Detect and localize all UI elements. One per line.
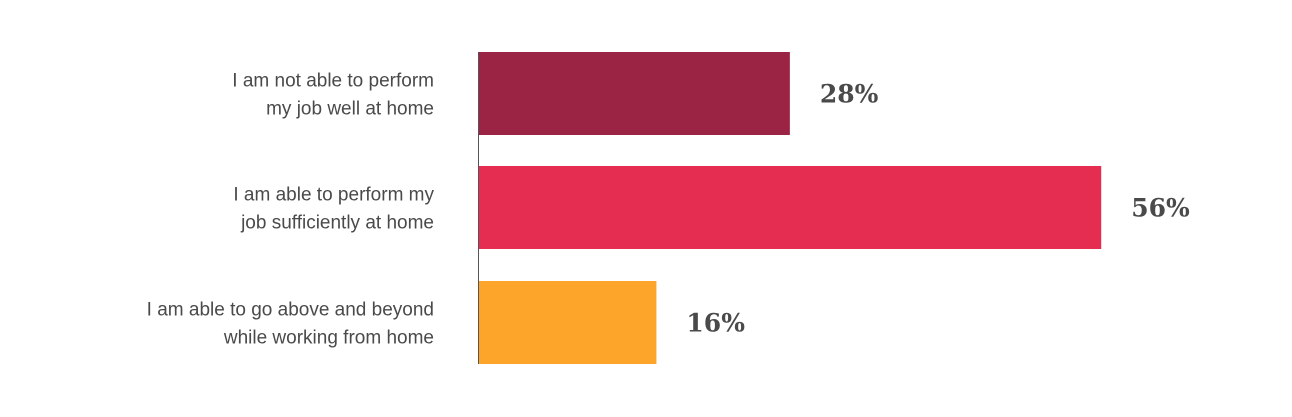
bars-layer [478,52,1102,364]
category-label-0-line-1: my job well at home [266,99,434,120]
category-label-2-line-1: while working from home [223,328,434,349]
labels-layer: 28% I am not able to perform my job well a… [147,71,1190,349]
value-label-2: 16% [686,309,745,338]
category-label-0-line-0: I am not able to perform [232,71,434,92]
category-label-1-line-1: job sufficiently at home [240,213,434,234]
value-label-1: 56% [1131,194,1190,223]
bar-0 [478,52,790,135]
value-label-0: 28% [820,80,879,109]
bar-1 [478,166,1102,249]
bar-2 [478,281,657,364]
category-label-1-line-0: I am able to perform my [233,185,434,206]
category-label-2-line-0: I am able to go above and beyond [147,300,434,321]
